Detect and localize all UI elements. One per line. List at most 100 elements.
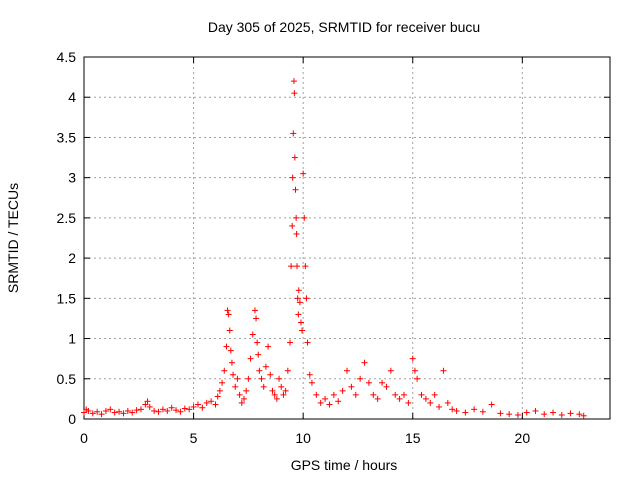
- y-tick-label: 4.5: [57, 49, 77, 65]
- data-point: [436, 403, 443, 410]
- axis-ticks: 0 0.5 1 1.5 2 2.5 3 3.5 4 4.5 0 5 10 15 20: [57, 49, 610, 446]
- data-point: [292, 186, 299, 193]
- y-tick-label: 0.5: [57, 371, 77, 387]
- data-point: [94, 408, 101, 415]
- data-point: [290, 78, 297, 85]
- data-point: [300, 170, 307, 177]
- data-point: [550, 409, 557, 416]
- data-point: [379, 379, 386, 386]
- data-point: [284, 367, 291, 374]
- data-point: [107, 406, 114, 413]
- data-point: [214, 393, 221, 400]
- data-point: [137, 406, 144, 413]
- data-point: [293, 230, 300, 237]
- data-point: [159, 406, 166, 413]
- data-point: [216, 387, 223, 394]
- data-point: [290, 130, 297, 137]
- data-point: [280, 391, 287, 398]
- y-tick-label: 1.5: [57, 290, 77, 306]
- data-point: [186, 406, 193, 413]
- data-point: [234, 375, 241, 382]
- data-point: [253, 315, 260, 322]
- data-point: [273, 395, 280, 402]
- data-point: [85, 407, 92, 414]
- data-point: [506, 411, 513, 418]
- data-point: [81, 409, 87, 416]
- data-point: [173, 407, 180, 414]
- data-point: [228, 359, 235, 366]
- data-point: [129, 409, 136, 416]
- data-point: [177, 408, 184, 415]
- data-point: [304, 339, 311, 346]
- y-tick-label: 2: [68, 250, 76, 266]
- data-point: [267, 371, 274, 378]
- data-point: [289, 222, 296, 229]
- y-tick-label: 4: [68, 89, 76, 105]
- data-point: [317, 399, 324, 406]
- data-point: [295, 311, 302, 318]
- data-point: [418, 391, 425, 398]
- data-point: [392, 391, 399, 398]
- data-point: [400, 391, 407, 398]
- data-point: [294, 263, 301, 270]
- data-point: [238, 399, 245, 406]
- data-point: [293, 214, 300, 221]
- data-point: [405, 399, 412, 406]
- data-point: [297, 319, 304, 326]
- data-point: [224, 307, 231, 314]
- data-point: [265, 343, 272, 350]
- x-tick-label: 5: [190, 430, 198, 446]
- data-point: [303, 295, 310, 302]
- data-point: [370, 391, 377, 398]
- data-point: [352, 391, 359, 398]
- data-point: [409, 355, 416, 362]
- data-point: [226, 327, 233, 334]
- data-point: [449, 406, 456, 413]
- data-point: [330, 391, 337, 398]
- data-point: [288, 263, 295, 270]
- grid-lines: [84, 57, 610, 419]
- data-point: [260, 383, 267, 390]
- y-tick-label: 0: [68, 411, 76, 427]
- data-point: [308, 379, 315, 386]
- data-point: [374, 395, 381, 402]
- data-point: [291, 90, 298, 97]
- data-point: [219, 379, 226, 386]
- data-point: [194, 401, 201, 408]
- data-point: [339, 387, 346, 394]
- chart-title: Day 305 of 2025, SRMTID for receiver buc…: [208, 19, 480, 35]
- data-point: [212, 401, 219, 408]
- data-point: [164, 407, 171, 414]
- data-point: [276, 375, 283, 382]
- data-point: [262, 363, 269, 370]
- x-tick-label: 0: [80, 430, 88, 446]
- data-point: [240, 395, 247, 402]
- data-point: [271, 391, 278, 398]
- data-point: [411, 367, 418, 374]
- data-point: [558, 411, 565, 418]
- data-point: [348, 383, 355, 390]
- data-point: [453, 407, 460, 414]
- data-point: [514, 411, 521, 418]
- data-point: [102, 407, 109, 414]
- data-point: [444, 399, 451, 406]
- x-axis-label: GPS time / hours: [291, 457, 398, 473]
- y-axis-label: SRMTID / TECUs: [5, 183, 21, 293]
- data-point: [306, 371, 313, 378]
- data-point: [567, 410, 574, 417]
- data-point: [313, 391, 320, 398]
- data-point: [190, 403, 197, 410]
- data-point: [427, 399, 434, 406]
- data-point: [232, 383, 239, 390]
- data-point: [396, 395, 403, 402]
- data-point: [144, 398, 151, 405]
- x-tick-label: 15: [405, 430, 421, 446]
- data-point: [462, 409, 469, 416]
- data-point: [580, 412, 587, 419]
- data-point: [223, 343, 230, 350]
- data-point: [287, 339, 294, 346]
- data-point: [199, 404, 206, 411]
- data-point: [116, 408, 123, 415]
- data-point: [387, 367, 394, 374]
